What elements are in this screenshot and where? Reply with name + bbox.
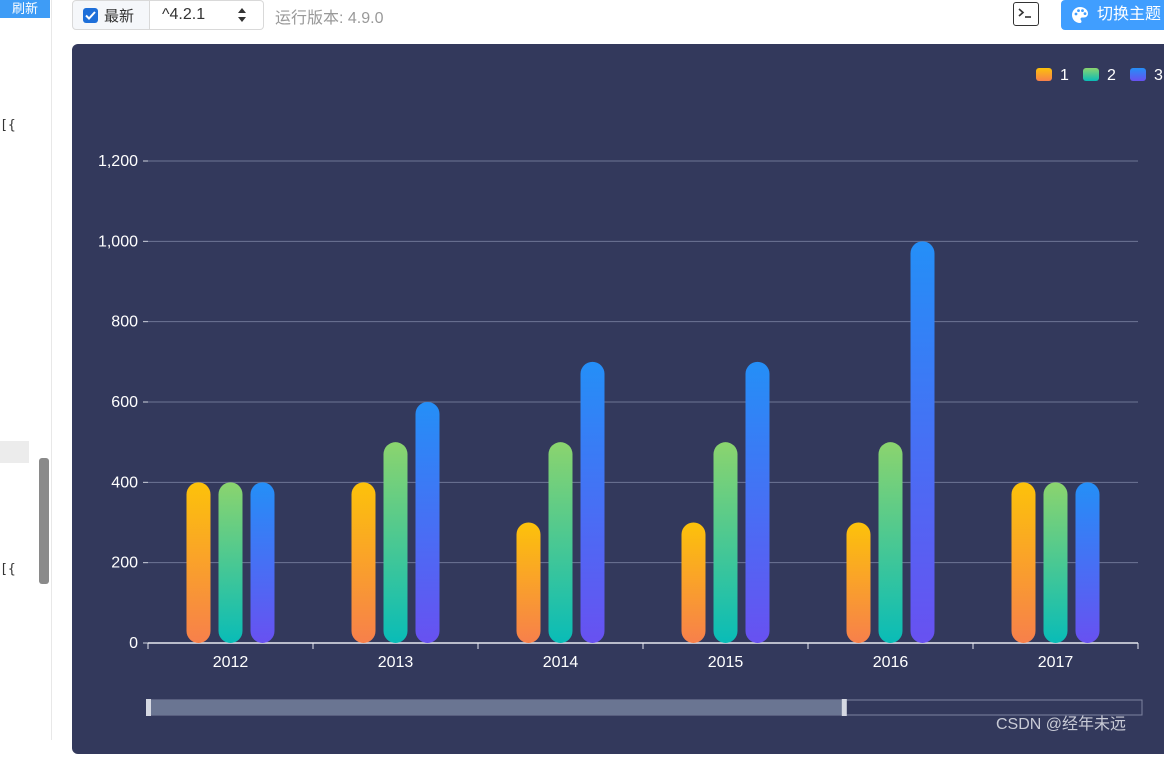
editor-line-highlight — [0, 441, 29, 463]
x-tick-label: 2017 — [1038, 654, 1074, 671]
runtime-version-label: 运行版本: 4.9.0 — [275, 10, 384, 27]
bar-series-3-2012[interactable] — [250, 482, 275, 643]
switch-theme-button[interactable]: 切换主题 — [1061, 0, 1164, 30]
code-fragment: [{ — [0, 118, 16, 133]
bar-series-3-2013[interactable] — [415, 402, 440, 643]
datazoom-handle-start[interactable] — [146, 699, 151, 716]
editor-panel: 刷新 [{ [{ — [0, 0, 52, 740]
legend-swatch-3[interactable] — [1130, 68, 1146, 81]
legend-label-2[interactable]: 2 — [1107, 67, 1116, 84]
version-select-value: ^4.2.1 — [162, 6, 206, 23]
terminal-icon — [1018, 8, 1031, 18]
bar-series-2-2016[interactable] — [878, 442, 903, 643]
bar-series-3-2016[interactable] — [910, 241, 935, 644]
y-tick-label: 600 — [111, 394, 138, 411]
bar-series-3-2015[interactable] — [745, 361, 770, 643]
palette-icon — [1072, 7, 1088, 23]
check-icon — [85, 10, 96, 20]
terminal-button[interactable] — [1013, 2, 1039, 26]
bar-series-1-2013[interactable] — [351, 482, 376, 643]
y-tick-label: 800 — [111, 314, 138, 331]
x-tick-label: 2013 — [378, 654, 414, 671]
bar-series-2-2013[interactable] — [383, 442, 408, 643]
x-tick-label: 2014 — [543, 654, 579, 671]
y-tick-label: 200 — [111, 555, 138, 572]
y-tick-label: 0 — [129, 635, 138, 652]
bar-series-1-2017[interactable] — [1011, 482, 1036, 643]
watermark: CSDN @经年未远 — [996, 716, 1127, 733]
switch-theme-label: 切换主题 — [1097, 6, 1162, 23]
y-tick-label: 1,000 — [98, 233, 138, 250]
bar-series-2-2012[interactable] — [218, 482, 243, 643]
bar-series-2-2017[interactable] — [1043, 482, 1068, 643]
bar-series-1-2016[interactable] — [846, 522, 871, 644]
bar-series-1-2014[interactable] — [516, 522, 541, 644]
x-tick-label: 2015 — [708, 654, 744, 671]
latest-checkbox[interactable] — [83, 7, 98, 23]
legend-label-3[interactable]: 3 — [1154, 67, 1163, 84]
latest-checkbox-group[interactable]: 最新 — [72, 0, 150, 30]
bar-chart: 0 200 400 600 800 1,000 1,200 2012 2013 2014 2015 2… — [98, 67, 1163, 716]
legend-swatch-2[interactable] — [1083, 68, 1099, 81]
datazoom-handle-end[interactable] — [841, 699, 847, 716]
y-tick-label: 1,200 — [98, 153, 138, 170]
legend-swatch-1[interactable] — [1036, 68, 1052, 81]
x-tick-label: 2016 — [873, 654, 909, 671]
chart-panel: 0 200 400 600 800 1,000 1,200 2012 2013 2014 2015 2… — [72, 44, 1164, 754]
bar-series-1-2015[interactable] — [681, 522, 706, 644]
datazoom-selection[interactable] — [148, 700, 844, 715]
select-arrows-icon — [238, 8, 246, 22]
refresh-badge[interactable]: 刷新 — [0, 0, 50, 18]
bar-series-2-2014[interactable] — [548, 442, 573, 643]
bar-series-1-2012[interactable] — [186, 482, 211, 643]
latest-checkbox-label: 最新 — [104, 7, 135, 25]
bar-series-3-2014[interactable] — [580, 361, 605, 643]
x-tick-label: 2012 — [213, 654, 249, 671]
legend-label-1[interactable]: 1 — [1060, 67, 1069, 84]
y-tick-label: 400 — [111, 474, 138, 491]
bar-series-2-2015[interactable] — [713, 442, 738, 643]
editor-scrollbar[interactable] — [39, 458, 49, 584]
bar-series-3-2017[interactable] — [1075, 482, 1100, 643]
code-fragment: [{ — [0, 562, 16, 577]
version-select[interactable]: ^4.2.1 — [150, 0, 264, 30]
